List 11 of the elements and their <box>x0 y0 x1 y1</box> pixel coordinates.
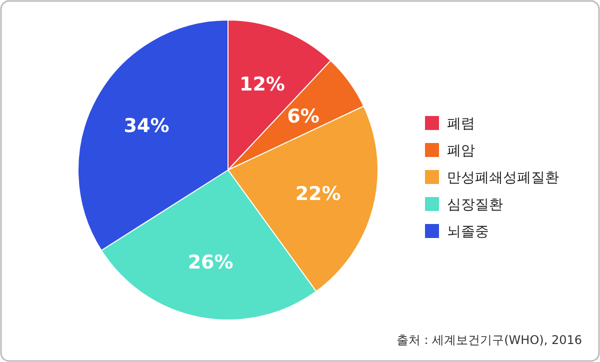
source-note: 출처 : 세계보건기구(WHO), 2016 <box>396 333 582 347</box>
legend-label: 만성폐쇄성폐질환 <box>447 170 559 186</box>
data-label: 12% <box>239 74 285 96</box>
legend-label: 뇌졸중 <box>447 224 489 240</box>
data-label: 34% <box>124 115 170 138</box>
data-label: 26% <box>188 251 234 274</box>
legend-label: 심장질환 <box>447 197 503 213</box>
data-label: 22% <box>295 183 341 206</box>
legend-label: 폐암 <box>447 143 475 159</box>
legend-label: 폐렴 <box>447 116 475 132</box>
data-label: 6% <box>287 105 320 128</box>
